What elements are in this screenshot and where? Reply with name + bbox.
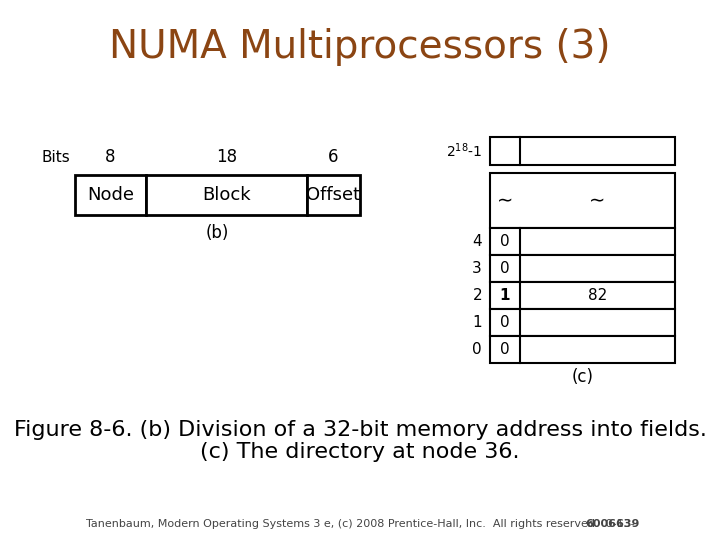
Text: 0: 0 [500, 234, 510, 249]
Text: 1: 1 [500, 288, 510, 303]
Text: 82: 82 [588, 288, 607, 303]
Bar [490, 173, 675, 228]
Text: NUMA Multiprocessors (3): NUMA Multiprocessors (3) [109, 28, 611, 66]
Text: Bits: Bits [41, 150, 70, 165]
Text: 6006639: 6006639 [585, 519, 639, 529]
Bar [490, 282, 675, 309]
Bar [490, 137, 675, 165]
Bar [490, 255, 675, 282]
Text: 0: 0 [500, 315, 510, 330]
Text: 0: 0 [500, 342, 510, 357]
Text: 4: 4 [472, 234, 482, 249]
Text: 0: 0 [500, 261, 510, 276]
Bar [307, 175, 360, 215]
Text: $2^{18}$-1: $2^{18}$-1 [446, 141, 482, 160]
Bar [75, 175, 146, 215]
Bar [490, 309, 675, 336]
Text: (b): (b) [206, 224, 229, 242]
Text: 2: 2 [472, 288, 482, 303]
Text: 0: 0 [472, 342, 482, 357]
Text: Tanenbaum, Modern Operating Systems 3 e, (c) 2008 Prentice-Hall, Inc.  All right: Tanenbaum, Modern Operating Systems 3 e,… [86, 519, 634, 529]
Bar [490, 336, 675, 363]
Text: (c): (c) [572, 368, 593, 386]
Text: 1: 1 [472, 315, 482, 330]
Text: 6: 6 [328, 148, 338, 166]
Text: ∼: ∼ [589, 191, 606, 210]
Text: 3: 3 [472, 261, 482, 276]
Bar [490, 228, 675, 255]
Text: 18: 18 [216, 148, 237, 166]
Text: ∼: ∼ [497, 191, 513, 210]
Text: Block: Block [202, 186, 251, 204]
Text: Figure 8-6. (b) Division of a 32-bit memory address into fields.: Figure 8-6. (b) Division of a 32-bit mem… [14, 420, 706, 440]
Text: 8: 8 [105, 148, 116, 166]
Text: (c) The directory at node 36.: (c) The directory at node 36. [200, 442, 520, 462]
Bar [146, 175, 307, 215]
Text: Node: Node [87, 186, 134, 204]
Text: Offset: Offset [306, 186, 360, 204]
